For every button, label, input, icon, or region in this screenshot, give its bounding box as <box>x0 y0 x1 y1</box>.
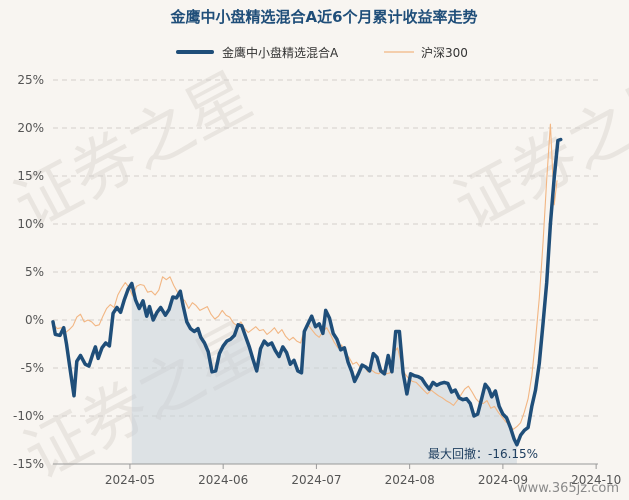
series-layer <box>51 123 563 447</box>
x-tick-label-0: 2024-05 <box>105 473 155 487</box>
chart-title: 金鹰中小盘精选混合A近6个月累计收益率走势 <box>169 8 477 26</box>
legend-label-fund: 金鹰中小盘精选混合A <box>222 45 339 60</box>
x-tick-label-1: 2024-06 <box>198 473 248 487</box>
drawdown-region <box>131 283 517 464</box>
drawdown-annotation: 最大回撤：-16.15% <box>428 446 538 461</box>
y-tick-label-8: 25% <box>17 73 44 87</box>
series-line-fund <box>51 137 563 447</box>
y-tick-label-6: 15% <box>17 169 44 183</box>
x-tick-label-4: 2024-09 <box>478 473 528 487</box>
site-watermark: www.365jz.com <box>517 481 619 496</box>
y-tick-label-7: 20% <box>17 121 44 135</box>
y-tick-label-5: 10% <box>17 217 44 231</box>
y-axis: -15% -10% -5% 0% 5% 10% 15% 20% 25% <box>13 73 44 471</box>
x-tick-label-3: 2024-08 <box>385 473 435 487</box>
y-tick-label-0: -15% <box>13 457 44 471</box>
x-tick-label-5: 2024-10 <box>571 473 621 487</box>
y-tick-label-3: 0% <box>25 313 44 327</box>
y-tick-label-4: 5% <box>25 265 44 279</box>
x-axis: 2024-05 2024-06 2024-07 2024-08 2024-09 2024-… <box>53 463 621 487</box>
x-tick-label-2: 2024-07 <box>291 473 341 487</box>
drawdown-area <box>131 283 517 464</box>
watermark-3: 证券之星 <box>443 59 629 245</box>
y-tick-label-1: -10% <box>13 409 44 423</box>
legend: 金鹰中小盘精选混合A 沪深300 <box>176 45 468 60</box>
y-tick-label-2: -5% <box>21 361 44 375</box>
legend-label-index: 沪深300 <box>421 46 468 60</box>
